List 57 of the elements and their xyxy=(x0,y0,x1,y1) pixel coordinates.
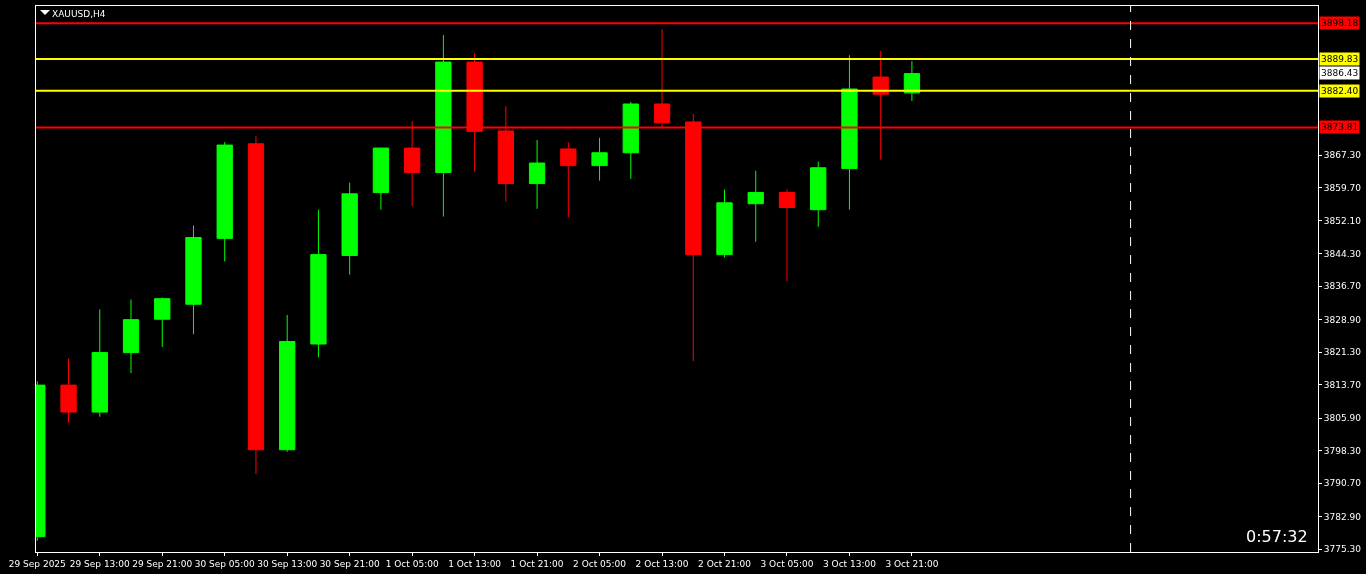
y-tick-label: 3805.90 xyxy=(1323,413,1362,424)
y-tick-label: 3844.30 xyxy=(1323,248,1362,259)
chart-title: XAUUSD,H4 xyxy=(52,9,106,19)
candlestick xyxy=(91,308,108,418)
x-tick-label: 3 Oct 21:00 xyxy=(885,558,939,569)
candlestick xyxy=(372,147,390,211)
y-tick-label: 3790.70 xyxy=(1323,478,1362,489)
x-tick-label: 29 Sep 13:00 xyxy=(69,558,131,569)
y-tick-label: 3867.30 xyxy=(1323,150,1362,161)
candlestick xyxy=(778,189,796,282)
x-tick-label: 30 Sep 05:00 xyxy=(194,558,256,569)
y-tick-label: 3821.30 xyxy=(1323,347,1362,358)
annotation: 0:57:32 xyxy=(1246,527,1308,546)
x-tick-label: 1 Oct 05:00 xyxy=(385,558,439,569)
x-tick-label: 29 Sep 21:00 xyxy=(132,558,193,569)
ref-line-label: 3889.83 xyxy=(1321,54,1359,64)
ref-line-label: 3898.18 xyxy=(1321,18,1359,28)
ref-line-label: 3873.81 xyxy=(1321,122,1359,132)
y-tick-label: 3813.70 xyxy=(1323,379,1362,390)
annotation: 3886.43 xyxy=(1321,68,1359,78)
candlestick xyxy=(841,54,858,211)
candlestick xyxy=(528,139,546,210)
candlestick xyxy=(154,296,171,348)
candlestick xyxy=(185,225,202,335)
x-tick-label: 30 Sep 13:00 xyxy=(257,558,318,569)
candlestick xyxy=(60,358,77,424)
x-tick-label: 2 Oct 05:00 xyxy=(573,558,627,569)
candlestick xyxy=(810,161,827,228)
x-tick-label: 2 Oct 21:00 xyxy=(698,558,752,569)
y-tick-label: 3775.30 xyxy=(1323,544,1362,555)
candlestick xyxy=(622,101,639,180)
candlestick xyxy=(122,299,140,374)
y-tick-label: 3828.90 xyxy=(1323,314,1362,325)
candlestick xyxy=(435,34,452,218)
x-tick-label: 1 Oct 13:00 xyxy=(448,558,502,569)
candlestick xyxy=(560,141,577,218)
ref-line-label: 3882.40 xyxy=(1321,86,1359,96)
candlestick xyxy=(310,209,327,358)
x-tick-label: 3 Oct 05:00 xyxy=(760,558,814,569)
x-tick-label: 30 Sep 21:00 xyxy=(319,558,380,569)
candlestick xyxy=(716,189,733,259)
y-tick-label: 3836.70 xyxy=(1323,281,1362,292)
y-tick-label: 3798.30 xyxy=(1323,445,1362,456)
candlestick xyxy=(247,135,265,475)
x-tick-label: 29 Sep 2025 xyxy=(8,558,66,569)
y-tick-label: 3852.10 xyxy=(1323,215,1362,226)
y-tick-label: 3782.90 xyxy=(1323,511,1362,522)
x-tick-label: 2 Oct 13:00 xyxy=(635,558,689,569)
candlestick xyxy=(279,314,296,453)
x-tick-label: 1 Oct 21:00 xyxy=(510,558,564,569)
candlestick xyxy=(903,60,921,102)
y-tick-label: 3859.70 xyxy=(1323,183,1362,194)
candlestick xyxy=(341,182,358,276)
x-tick-label: 3 Oct 13:00 xyxy=(822,558,877,569)
candlestick xyxy=(216,141,233,262)
candlestick xyxy=(747,170,764,243)
candlestick xyxy=(591,137,608,182)
